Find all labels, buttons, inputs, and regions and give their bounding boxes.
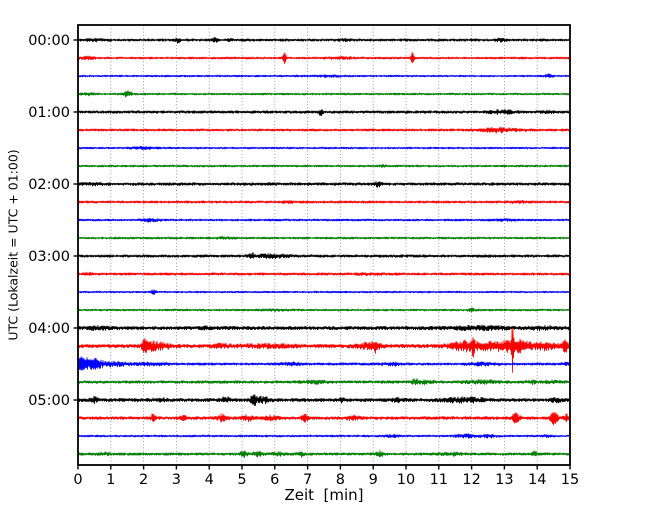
trace-00:15 <box>77 52 571 65</box>
trace-01:30 <box>77 145 571 151</box>
y-tick-label: 04:00 <box>28 321 70 337</box>
trace-02:00 <box>77 180 571 188</box>
trace-04:15 <box>77 328 571 373</box>
x-tick-label: 10 <box>397 472 415 488</box>
plot-border <box>77 24 571 466</box>
trace-00:45 <box>77 89 571 98</box>
y-tick-label: 02:00 <box>28 177 70 193</box>
x-tick-label: 4 <box>205 472 214 488</box>
x-tick-label: 14 <box>528 472 546 488</box>
trace-04:30 <box>77 356 571 371</box>
trace-03:00 <box>77 251 571 259</box>
trace-01:45 <box>77 163 571 168</box>
trace-05:15 <box>77 412 571 426</box>
trace-03:30 <box>77 289 571 295</box>
x-tick-label: 9 <box>369 472 378 488</box>
x-tick-label: 13 <box>495 472 513 488</box>
x-tick-label: 11 <box>430 472 448 488</box>
trace-02:45 <box>77 236 571 240</box>
y-tick-label: 00:00 <box>28 33 70 49</box>
x-tick-label: 2 <box>139 472 148 488</box>
trace-04:45 <box>77 378 571 386</box>
x-tick-label: 3 <box>172 472 181 488</box>
trace-03:45 <box>77 307 571 313</box>
trace-02:15 <box>77 199 571 205</box>
trace-05:30 <box>77 433 571 439</box>
x-tick-label: 12 <box>462 472 480 488</box>
x-tick-label: 1 <box>106 472 115 488</box>
trace-01:00 <box>77 108 571 116</box>
x-tick-label: 6 <box>270 472 279 488</box>
y-tick-label: 03:00 <box>28 249 70 265</box>
trace-05:45 <box>77 449 571 458</box>
trace-00:00 <box>77 36 571 44</box>
y-tick-label: 05:00 <box>28 393 70 409</box>
x-tick-label: 15 <box>561 472 579 488</box>
x-tick-label: 5 <box>237 472 246 488</box>
y-axis-label: UTC (Lokalzeit = UTC + 01:00) <box>5 149 21 341</box>
trace-02:30 <box>77 217 571 223</box>
x-axis-label: Zeit [min] <box>284 486 364 504</box>
x-tick-label: 8 <box>336 472 345 488</box>
x-tick-label: 0 <box>73 472 82 488</box>
trace-03:15 <box>77 271 571 277</box>
trace-05:00 <box>77 394 571 407</box>
x-tick-label: 7 <box>303 472 312 488</box>
trace-04:00 <box>77 324 571 332</box>
y-tick-label: 01:00 <box>28 105 70 121</box>
trace-00:30 <box>77 73 571 78</box>
trace-01:15 <box>77 126 571 134</box>
